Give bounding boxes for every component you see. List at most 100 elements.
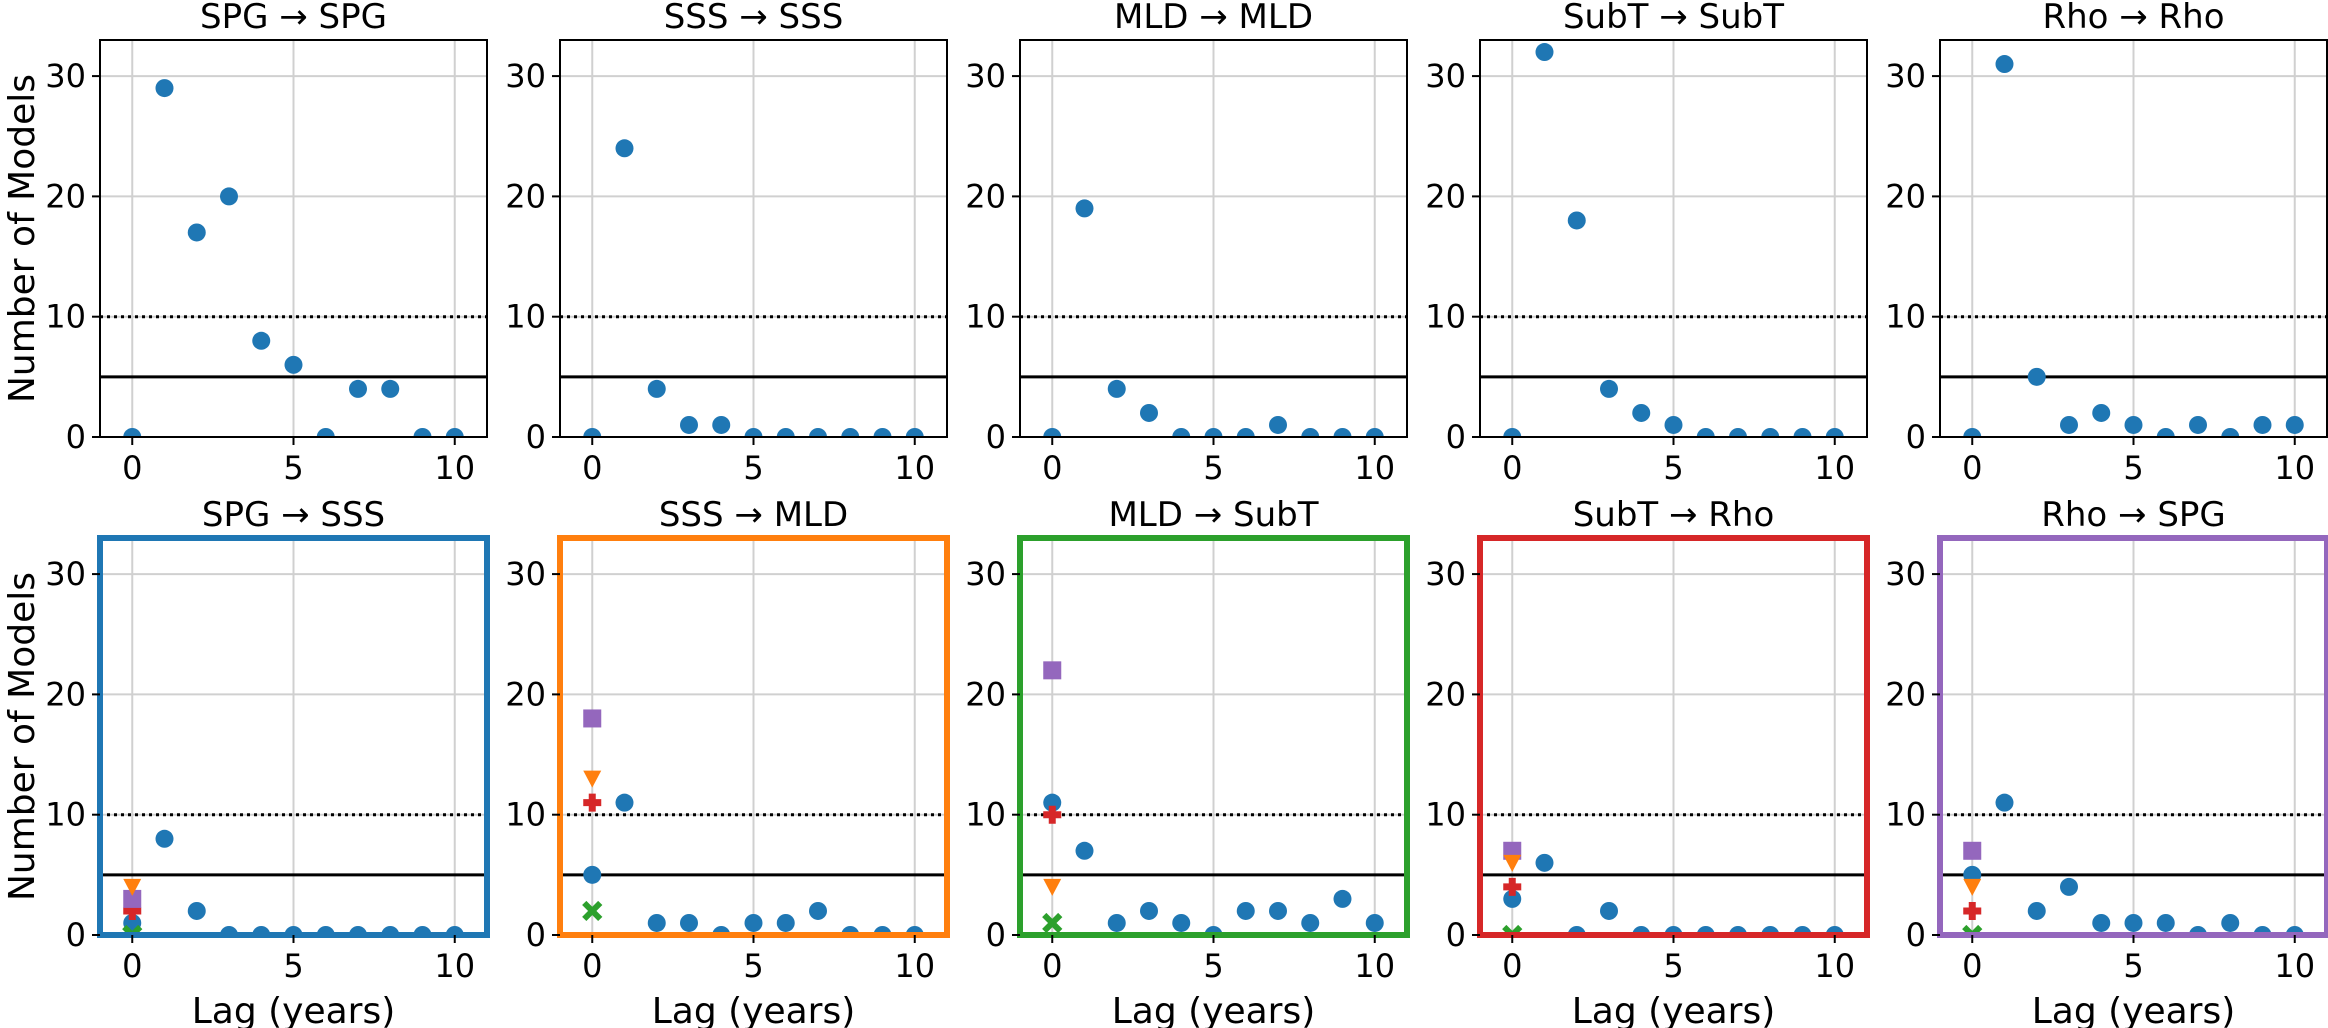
y-tick-label: 20 <box>505 675 546 713</box>
x-tick-label: 5 <box>2123 449 2143 487</box>
data-point-circle <box>252 331 271 350</box>
y-tick-label: 10 <box>1885 796 1926 834</box>
data-point-circle <box>1172 428 1191 437</box>
x-tick-label: 0 <box>1042 449 1062 487</box>
data-point-circle <box>1825 428 1844 437</box>
data-point-x <box>1502 924 1523 935</box>
data-point-circle <box>1729 428 1747 437</box>
data-point-circle <box>2285 415 2304 434</box>
y-tick-label: 30 <box>965 555 1006 593</box>
y-tick-label: 30 <box>1885 57 1926 95</box>
data-point-circle <box>776 913 795 932</box>
data-point-circle <box>2253 415 2272 434</box>
data-point-circle <box>1107 379 1126 398</box>
data-point-circle <box>2221 428 2240 437</box>
data-point-circle <box>1600 901 1618 920</box>
data-point-circle <box>1365 428 1384 437</box>
x-tick-label: 10 <box>1814 947 1855 985</box>
x-tick-label: 10 <box>2274 947 2315 985</box>
x-tick-label: 0 <box>1502 449 1522 487</box>
y-tick-label: 30 <box>1425 57 1466 95</box>
data-point-square <box>1963 841 1982 860</box>
data-point-circle <box>284 355 303 374</box>
y-tick-label: 30 <box>965 57 1006 95</box>
data-point-circle <box>1664 415 1683 434</box>
data-point-circle <box>583 865 602 884</box>
y-tick-label: 10 <box>1885 298 1926 336</box>
x-tick-label: 0 <box>122 947 142 985</box>
data-point-circle <box>680 415 698 434</box>
data-point-circle <box>1140 403 1158 422</box>
data-point-plus <box>123 901 142 920</box>
y-tick-label: 0 <box>1906 916 1926 954</box>
x-tick-label: 5 <box>1663 449 1683 487</box>
panel-sss-mld: SSS → MLD 0 5 10 0 10 20 30 Lag (years) <box>505 495 950 1028</box>
data-point-circle <box>647 379 666 398</box>
data-point-circle <box>744 428 763 437</box>
data-point-circle <box>680 913 698 932</box>
x-tick-label: 10 <box>434 947 475 985</box>
y-tick-label: 10 <box>45 298 86 336</box>
data-point-x <box>582 900 603 922</box>
data-point-square <box>583 709 602 728</box>
x-tick-label: 0 <box>582 449 602 487</box>
data-point-circle <box>2156 428 2175 437</box>
markers <box>583 139 924 437</box>
data-point-circle <box>1236 428 1255 437</box>
data-point-circle <box>1333 889 1352 908</box>
x-axis-label: Lag (years) <box>2032 991 2236 1028</box>
data-point-square <box>123 889 142 908</box>
data-point-x <box>1962 924 1983 935</box>
data-point-circle <box>1043 793 1062 812</box>
data-point-circle <box>1995 55 2014 74</box>
x-tick-label: 5 <box>283 449 303 487</box>
data-point-circle <box>905 428 924 437</box>
panel-subt-rho: SubT → Rho 0 5 10 0 10 20 30 Lag (years) <box>1425 495 1870 1028</box>
x-tick-label: 5 <box>1203 947 1223 985</box>
y-tick-label: 10 <box>1425 298 1466 336</box>
data-point-circle <box>187 223 206 242</box>
data-point-circle <box>220 187 238 206</box>
data-point-circle <box>1140 901 1158 920</box>
markers <box>1963 55 2304 437</box>
panel-rho-rho: Rho → Rho 0 5 10 0 10 20 30 <box>1885 0 2328 487</box>
markers <box>1962 793 2304 935</box>
data-point-circle <box>1301 913 1320 932</box>
data-point-circle <box>1269 415 1287 434</box>
data-point-triangle-down <box>123 878 142 896</box>
data-point-circle <box>1333 428 1352 437</box>
data-point-circle <box>381 379 400 398</box>
markers <box>122 829 464 935</box>
x-tick-label: 5 <box>1203 449 1223 487</box>
markers <box>1042 661 1384 935</box>
x-axis-label: Lag (years) <box>1572 991 1776 1028</box>
y-tick-label: 30 <box>1425 555 1466 593</box>
y-tick-label: 30 <box>45 57 86 95</box>
y-tick-label: 20 <box>45 675 86 713</box>
data-point-circle <box>1503 889 1522 908</box>
x-tick-label: 5 <box>283 947 303 985</box>
y-tick-label: 20 <box>1885 177 1926 215</box>
panel-title: SubT → Rho <box>1573 495 1775 535</box>
panel-spg-sss: SPG → SSS 0 5 10 0 10 20 30 Lag (years) Number of… <box>2 495 490 1028</box>
x-tick-label: 5 <box>743 947 763 985</box>
data-point-triangle-down <box>1043 878 1062 896</box>
data-point-circle <box>1269 901 1287 920</box>
x-tick-label: 10 <box>894 449 935 487</box>
panel-title: Rho → SPG <box>2041 495 2226 535</box>
data-point-circle <box>2189 415 2207 434</box>
y-tick-label: 20 <box>1885 675 1926 713</box>
y-tick-label: 0 <box>66 916 86 954</box>
y-tick-label: 0 <box>1446 916 1466 954</box>
y-tick-label: 0 <box>1906 418 1926 456</box>
data-point-circle <box>1535 43 1554 62</box>
data-point-circle <box>316 428 335 437</box>
y-tick-label: 30 <box>1885 555 1926 593</box>
data-point-circle <box>155 79 174 98</box>
data-point-circle <box>1995 793 2014 812</box>
data-point-circle <box>2124 913 2143 932</box>
data-point-circle <box>445 428 464 437</box>
data-point-circle <box>2060 877 2078 896</box>
panel-mld-subt: MLD → SubT 0 5 10 0 10 20 30 Lag (years) <box>965 495 1410 1028</box>
